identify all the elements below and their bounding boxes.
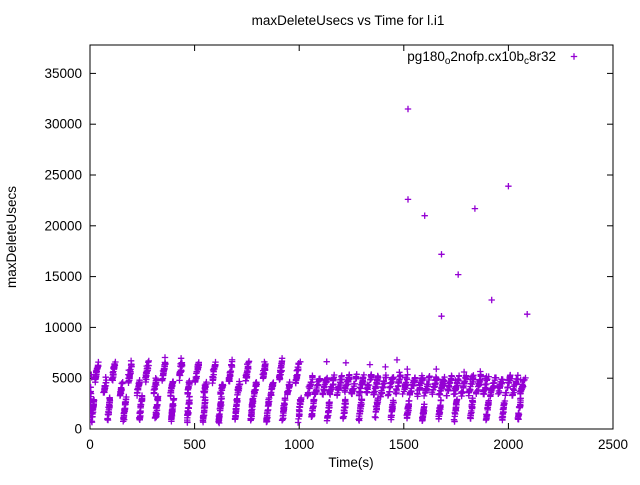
y-axis-label: maxDeleteUsecs: [4, 186, 19, 288]
x-tick-label: 2000: [493, 437, 523, 452]
x-tick-label: 1000: [284, 437, 314, 452]
y-tick-label: 35000: [44, 66, 82, 81]
plot-border: [89, 44, 614, 430]
chart-title: maxDeleteUsecs vs Time for l.i1: [252, 13, 445, 28]
y-tick-label: 25000: [44, 168, 82, 183]
legend-series-label: pg180o2nofp.cx10bc8r32: [407, 49, 556, 67]
y-tick-label: 30000: [44, 117, 82, 132]
y-tick-label: 0: [74, 422, 82, 437]
y-tick-label: 20000: [44, 218, 82, 233]
x-tick-labels: 0 500 1000 1500 2000 2500: [86, 437, 628, 452]
legend-plus-marker-icon: [570, 53, 578, 60]
y-tick-label: 5000: [52, 371, 82, 386]
y-tick-labels: 0 5000 10000 15000 20000 25000 30000 35000: [44, 66, 82, 437]
outlier-points: [404, 105, 531, 320]
data-points: [90, 354, 529, 427]
x-tick-label: 500: [183, 437, 206, 452]
x-tick-label: 1500: [389, 437, 419, 452]
y-tick-label: 10000: [44, 320, 82, 335]
y-tick-label: 15000: [44, 269, 82, 284]
x-tick-label: 0: [86, 437, 94, 452]
legend: pg180o2nofp.cx10bc8r32: [407, 49, 578, 67]
x-tick-label: 2500: [598, 437, 628, 452]
x-axis-label: Time(s): [328, 455, 373, 470]
